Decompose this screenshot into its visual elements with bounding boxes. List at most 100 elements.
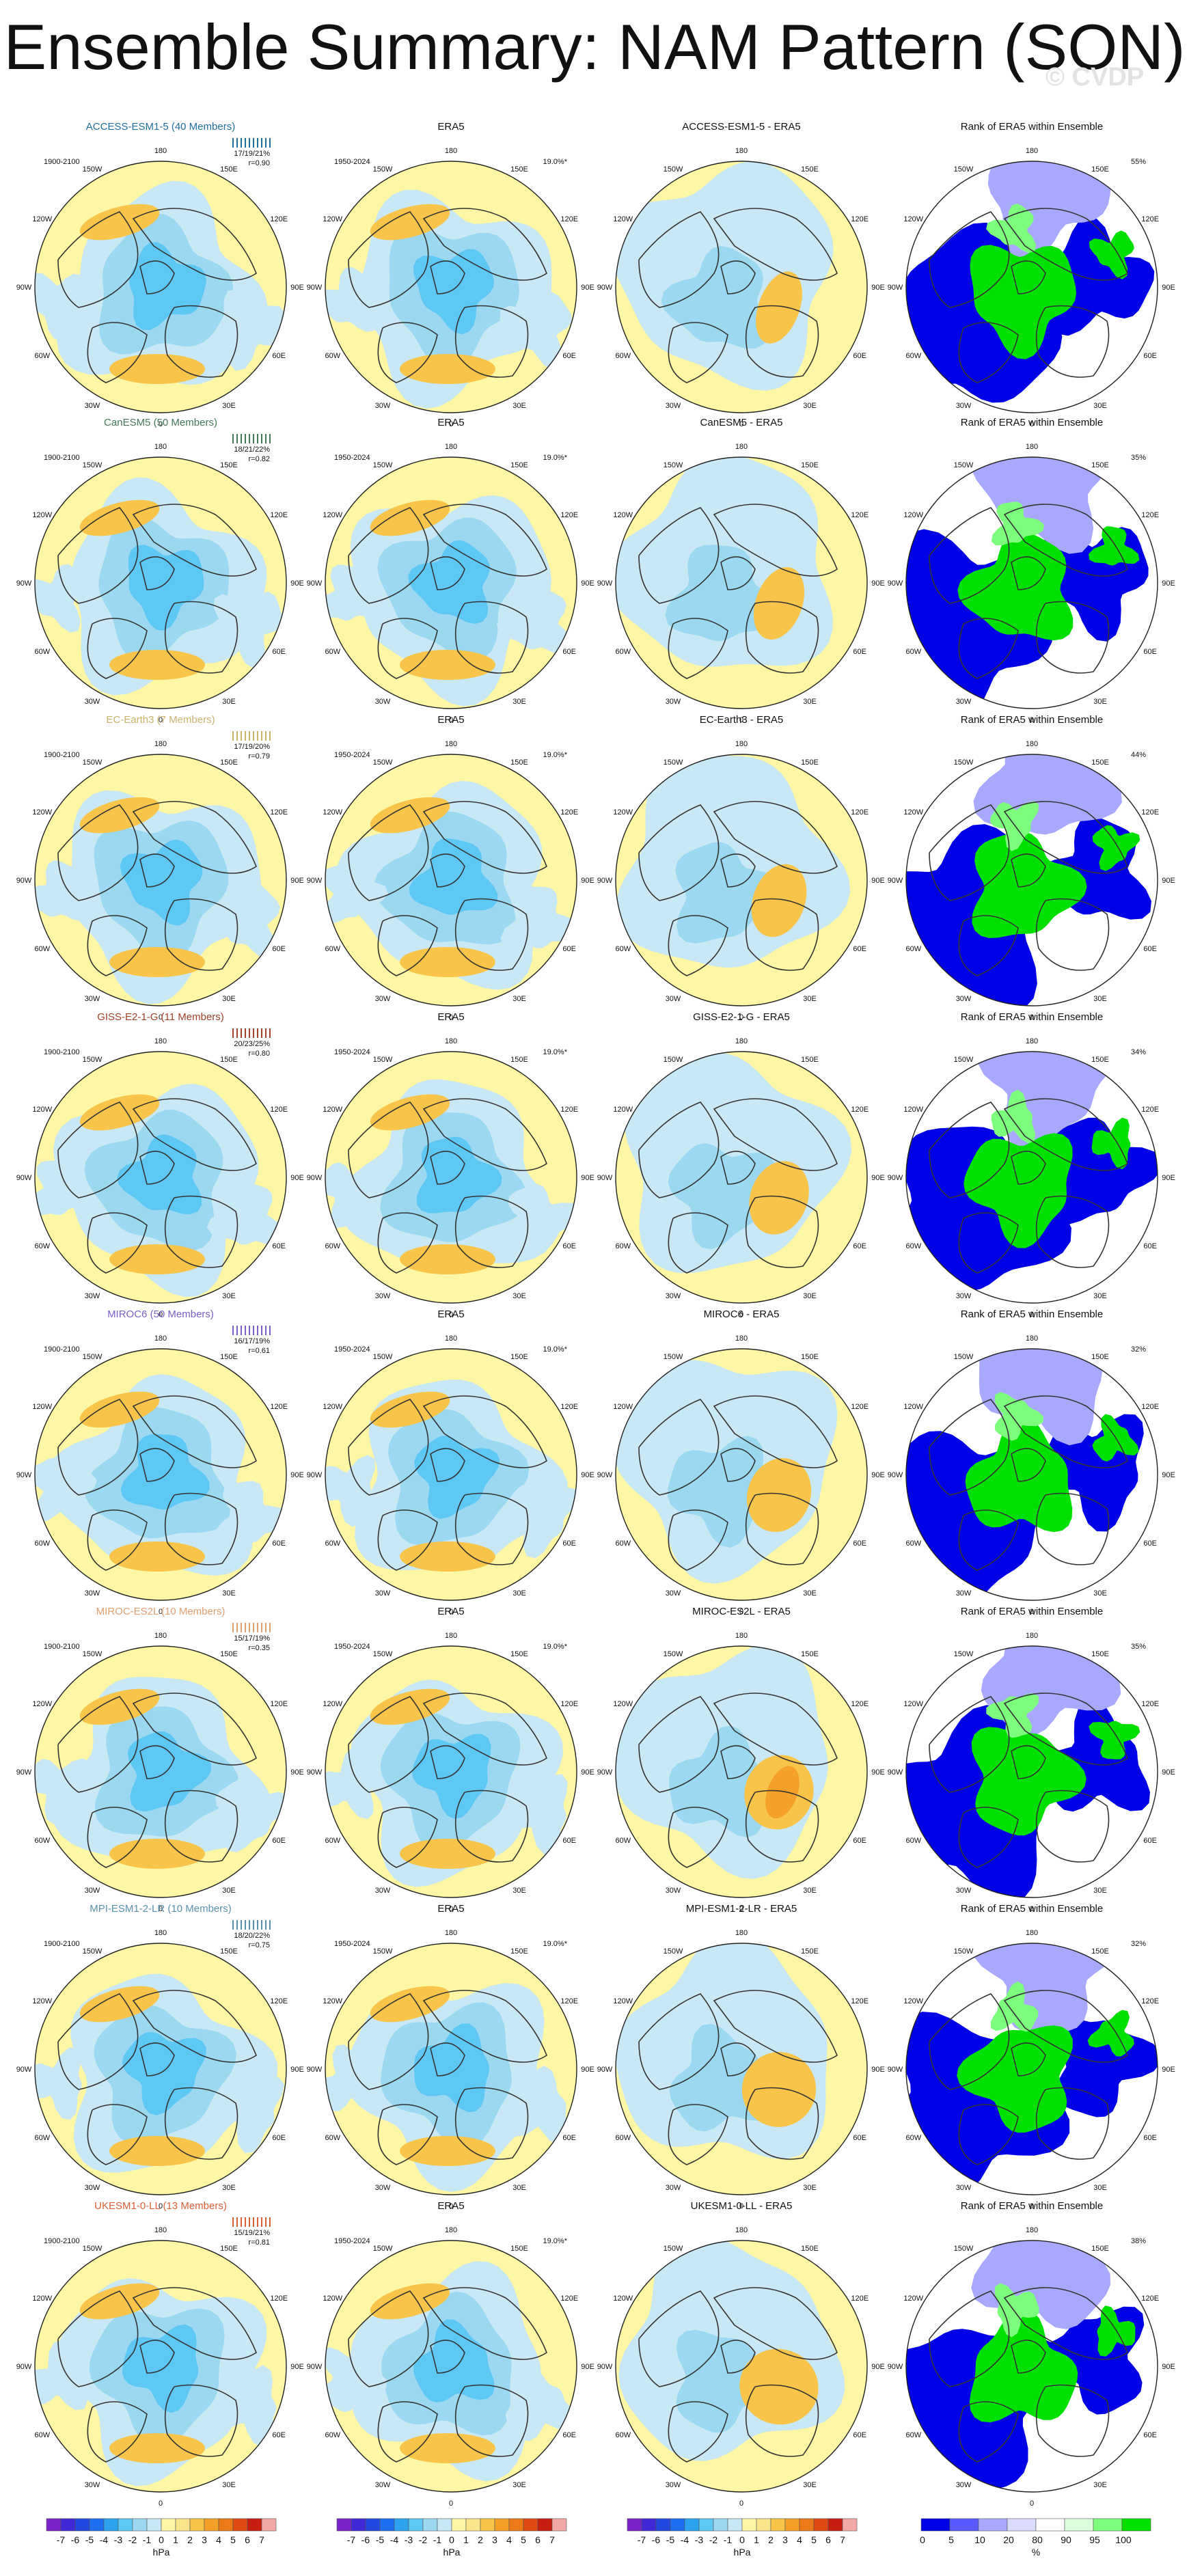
colorbar-tick: 5: [230, 2534, 236, 2545]
panel-diff-row6: MIROC-ES2L - ERA5 180 150E 120E 90E 60E 30E 0 30…: [597, 1606, 885, 1913]
coastline-2: [1035, 1195, 1110, 1268]
negative-region: [413, 2319, 495, 2403]
period-label: 1950-2024: [334, 1940, 370, 1948]
member-tick: [241, 1623, 242, 1632]
lon-label: 90E: [581, 579, 594, 588]
member-tick: [245, 138, 246, 148]
lon-label: 90E: [1162, 2363, 1175, 2371]
lon-label: 60E: [272, 945, 286, 953]
colorbar-tick: 20: [1003, 2534, 1014, 2545]
lon-label: 90W: [307, 2363, 323, 2371]
lon-label: 150E: [1091, 1353, 1109, 1361]
colorbar-swatch: [89, 2518, 105, 2532]
positive-region: [370, 1986, 450, 2023]
lon-label: 0: [159, 1608, 163, 1616]
coastline-1: [1003, 1098, 1128, 1171]
lon-label: 180: [154, 1632, 167, 1640]
lon-label: 150E: [801, 1056, 819, 1064]
positive-region: [400, 1244, 495, 1274]
lon-label: 90W: [307, 1174, 323, 1182]
lon-label: 0: [739, 1013, 743, 1022]
lon-label: 30E: [222, 698, 236, 706]
colorbar-tick: -1: [143, 2534, 152, 2545]
lon-label: 30E: [803, 995, 817, 1003]
positive-region: [79, 499, 160, 536]
panel-title: Rank of ERA5 within Ensemble: [961, 121, 1103, 133]
variance-label: 19.0%*: [543, 1048, 568, 1056]
coastline-2: [1035, 898, 1110, 971]
lon-label: 180: [445, 1929, 457, 1937]
colorbar-tick: -5: [85, 2534, 94, 2545]
negative-region: [213, 591, 284, 669]
colorbar-tick: -7: [347, 2534, 356, 2545]
lon-label: 30W: [375, 698, 391, 706]
rank-high-region: [965, 1416, 1073, 1533]
lon-label: 150E: [510, 1947, 528, 1956]
coastline-1: [132, 1693, 257, 1766]
coastline-1: [1003, 1395, 1128, 1468]
lon-label: 60E: [562, 2134, 576, 2142]
lon-label: 120E: [1141, 1700, 1159, 1708]
rank-percent-label: 55%: [1131, 158, 1146, 166]
rank-high-region: [1089, 526, 1140, 566]
coastline-2: [454, 898, 529, 971]
rank-percent-label: 32%: [1131, 1940, 1146, 1948]
map-outline: [615, 1645, 868, 1898]
lon-label: 180: [154, 1334, 167, 1343]
colorbar-swatch: [437, 2518, 452, 2532]
lon-label: 150W: [954, 2245, 974, 2253]
coastline-2: [745, 2087, 819, 2160]
member-tick: [232, 1326, 234, 1335]
member-tick: [269, 138, 271, 148]
colorbar-tick: 90: [1061, 2534, 1071, 2545]
negative-region: [504, 2066, 571, 2146]
coastline-0: [929, 1399, 1010, 1496]
lon-label: 120W: [32, 2294, 52, 2303]
negative-region: [35, 1758, 91, 1824]
lon-label: 90W: [16, 579, 32, 588]
negative-region: [500, 292, 573, 370]
lon-label: 30E: [512, 1887, 526, 1895]
lon-label: 30W: [956, 2481, 972, 2489]
coastline-1: [422, 801, 547, 874]
map-field: [906, 457, 1158, 709]
member-tick: [232, 1623, 234, 1632]
coastline-2: [164, 2384, 238, 2457]
colorbar-tick: -4: [681, 2534, 689, 2545]
lon-label: 150W: [83, 758, 102, 767]
lon-label: 120E: [270, 1403, 288, 1411]
rank-high-region: [964, 1133, 1073, 1248]
lon-label: 120W: [323, 2294, 342, 2303]
lon-label: 90W: [307, 284, 323, 292]
lon-label: 150E: [510, 1650, 528, 1658]
coastline-4: [1011, 2340, 1046, 2374]
coastline-0: [57, 1696, 139, 1793]
lon-label: 30E: [803, 698, 817, 706]
coastline-1: [713, 1395, 838, 1468]
negative-region: [35, 1457, 98, 1522]
coastline-2: [164, 2087, 238, 2160]
panel-title: Rank of ERA5 within Ensemble: [961, 714, 1103, 726]
colorbar-tick: 80: [1032, 2534, 1043, 2545]
lon-label: 90W: [888, 1174, 903, 1182]
coastline-0: [348, 1993, 429, 2090]
colorbar-tick: -3: [114, 2534, 123, 2545]
variance-label: 19.0%*: [543, 158, 568, 166]
panel-title: ERA5: [437, 417, 464, 428]
map-field: [906, 2241, 1158, 2492]
period-label: 1950-2024: [334, 751, 370, 759]
colorbar-swatch: [132, 2518, 148, 2532]
member-tick: [249, 2217, 250, 2227]
lon-label: 90E: [290, 2363, 304, 2371]
colorbar-swatch: [920, 2518, 951, 2532]
member-tick: [241, 1326, 242, 1335]
colorbar-tick: -6: [71, 2534, 80, 2545]
coastline-4: [139, 1745, 175, 1779]
period-label: 1950-2024: [334, 2237, 370, 2245]
lon-label: 30W: [85, 402, 100, 410]
positive-region: [370, 204, 450, 241]
negative-region: [665, 545, 779, 642]
coastline-3: [377, 1509, 438, 1571]
lon-label: 90E: [581, 2066, 594, 2074]
colorbar-swatch: [408, 2518, 424, 2532]
